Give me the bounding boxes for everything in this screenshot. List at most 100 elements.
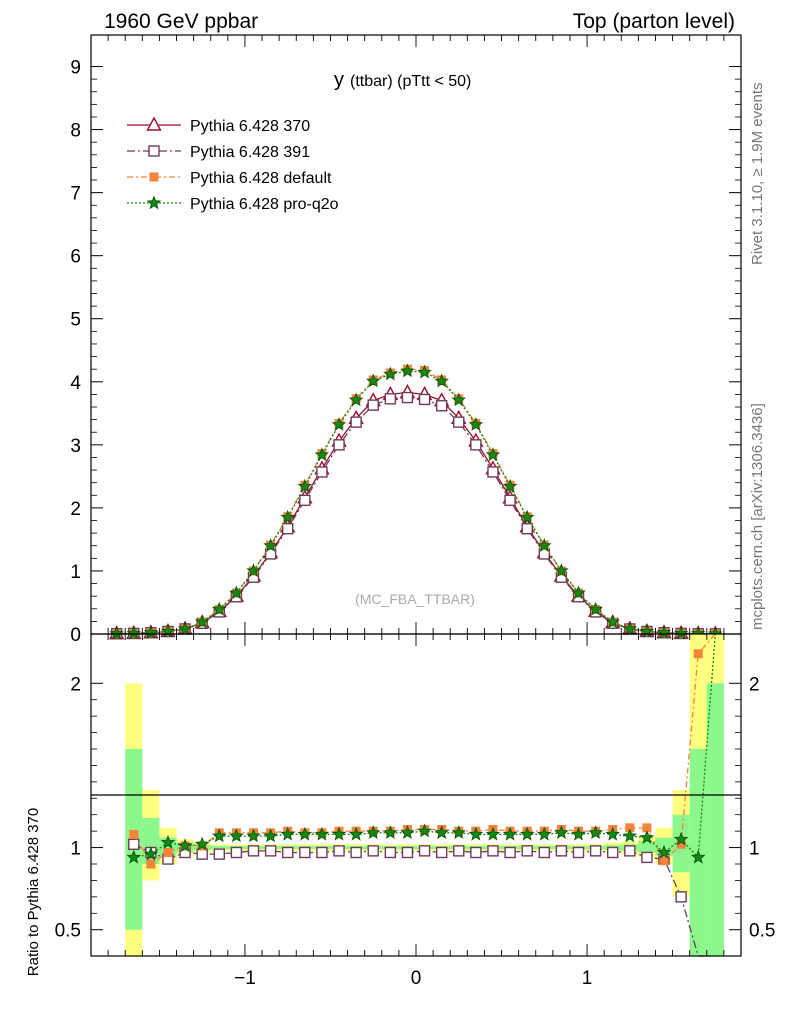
ratio-point-proq2o: [194, 836, 210, 851]
data-point-proq2o: [417, 364, 432, 379]
ratio-point-p391: [435, 846, 448, 859]
ratio-band-green: [638, 841, 656, 853]
data-point-p391: [470, 439, 482, 451]
data-point-proq2o: [229, 585, 244, 600]
data-point-p391: [521, 523, 533, 535]
ratio-point-proq2o: [588, 825, 603, 839]
legend-label-default: Pythia 6.428 default: [190, 170, 332, 187]
ratio-point-proq2o: [639, 830, 655, 844]
data-point-proq2o: [468, 417, 484, 431]
y-tick-label: 6: [70, 247, 81, 268]
ratio-y-tick-label: 1: [70, 839, 81, 860]
data-point-proq2o: [451, 392, 466, 407]
data-point-proq2o: [485, 447, 501, 462]
ratio-point-proq2o: [571, 826, 586, 841]
data-point-proq2o: [126, 625, 141, 640]
data-point-p391: [401, 391, 414, 404]
ratio-point-p391: [401, 846, 414, 859]
ratio-point-p391: [555, 845, 568, 857]
ratio-point-p391: [624, 845, 636, 857]
ratio-point-p391: [641, 851, 653, 864]
data-point-proq2o: [194, 614, 210, 629]
data-point-proq2o: [673, 625, 689, 640]
ratio-point-p391: [264, 845, 277, 857]
ratio-point-proq2o: [691, 849, 706, 864]
ratio-point-proq2o: [366, 825, 381, 839]
legend-marker-p370: [146, 116, 162, 131]
ratio-point-proq2o: [331, 826, 347, 841]
data-point-proq2o: [212, 601, 227, 616]
header-right: Top (parton level): [573, 10, 735, 33]
ratio-point-proq2o: [348, 826, 364, 841]
ratio-point-p391: [487, 845, 499, 857]
y-tick-label: 7: [70, 184, 81, 205]
ratio-y-tick-label-right: 0.5: [749, 921, 775, 942]
data-point-proq2o: [348, 392, 364, 407]
mcplots-label: mcplots.cern.ch [arXiv:1306.3436]: [749, 403, 766, 630]
data-point-proq2o: [297, 478, 313, 493]
legend-marker-p391: [148, 145, 160, 157]
ratio-point-proq2o: [246, 828, 261, 843]
ratio-series-p391: [128, 838, 716, 957]
legend-label-p370: Pythia 6.428 370: [190, 118, 310, 135]
ratio-point-proq2o: [263, 828, 278, 843]
ratio-point-proq2o: [673, 831, 689, 846]
data-point-p391: [282, 523, 294, 535]
ratio-point-default: [163, 848, 173, 857]
y-tick-label: 5: [70, 310, 81, 331]
ratio-point-proq2o: [160, 834, 176, 849]
ratio-point-default: [146, 859, 156, 869]
data-point-p391: [350, 416, 362, 428]
y-tick-label: 9: [70, 58, 81, 79]
ratio-point-proq2o: [314, 826, 330, 841]
ratio-point-proq2o: [297, 826, 313, 841]
ratio-point-p391: [196, 848, 208, 860]
plot-title-sub: (ttbar) (pTtt < 50): [350, 73, 471, 90]
x-tick-label: 0: [411, 968, 422, 989]
data-point-proq2o: [143, 625, 159, 639]
data-point-proq2o: [331, 417, 347, 431]
ratio-point-proq2o: [400, 825, 415, 839]
ratio-point-proq2o: [656, 844, 672, 859]
data-point-p391: [504, 494, 516, 507]
ratio-point-default: [693, 649, 703, 659]
x-tick-label: 1: [582, 968, 593, 989]
ratio-point-p391: [504, 846, 516, 859]
data-point-proq2o: [177, 621, 193, 636]
ratio-band-green: [210, 845, 228, 850]
ratio-point-p391: [128, 838, 140, 850]
ratio-point-p391: [333, 845, 345, 857]
ratio-point-proq2o: [229, 828, 244, 843]
ratio-point-proq2o: [451, 825, 466, 839]
ratio-point-proq2o: [126, 849, 141, 864]
plot-title-main: y: [334, 69, 344, 91]
data-point-p391: [487, 466, 499, 478]
ratio-point-p391: [367, 845, 379, 857]
ratio-line-p391: [133, 843, 716, 957]
data-point-p391: [367, 399, 379, 411]
data-point-p391: [453, 416, 465, 428]
data-point-proq2o: [588, 601, 603, 616]
ratio-point-default: [129, 829, 139, 839]
legend: Pythia 6.428 370 Pythia 6.428 391 Pythia 6…: [127, 116, 339, 213]
data-point-proq2o: [537, 538, 552, 552]
ratio-point-proq2o: [554, 825, 569, 839]
data-point-p391: [333, 439, 345, 451]
data-point-proq2o: [519, 509, 535, 524]
ratio-point-proq2o: [605, 826, 620, 841]
ratio-point-proq2o: [519, 826, 535, 841]
ratio-point-proq2o: [383, 825, 398, 839]
legend-marker-proq2o: [146, 195, 162, 210]
ratio-y-tick-label: 2: [70, 674, 81, 695]
ratio-point-p391: [230, 846, 243, 859]
ratio-point-p391: [453, 845, 465, 857]
ratio-point-p391: [470, 846, 482, 859]
y-tick-label: 0: [70, 625, 81, 646]
ratio-series-proq2o: [126, 633, 716, 864]
ratio-y-tick-label: 0.5: [55, 921, 81, 942]
ratio-y-tick-label-right: 1: [749, 839, 760, 860]
ratio-point-proq2o: [502, 826, 518, 841]
ratio-point-p391: [384, 846, 397, 859]
data-point-p391: [435, 400, 448, 412]
